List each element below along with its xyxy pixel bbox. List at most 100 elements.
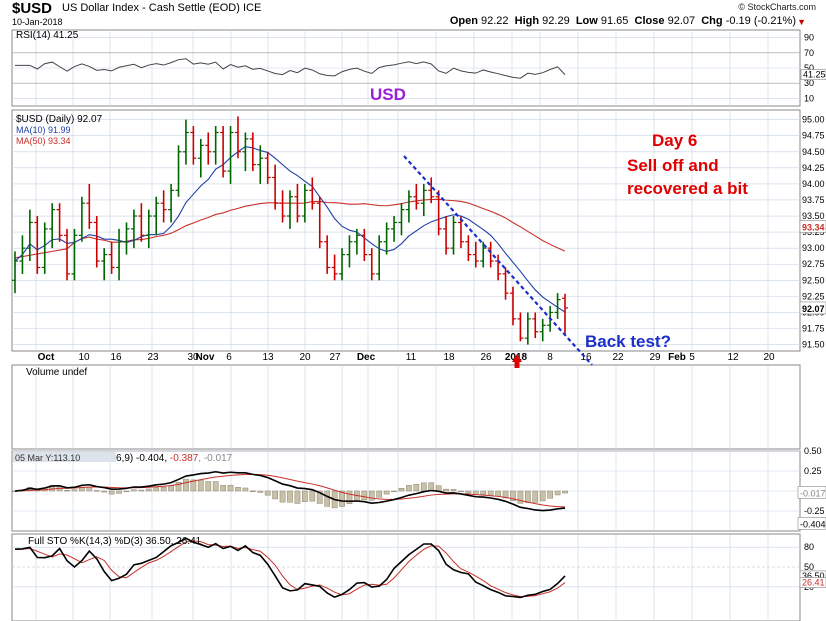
sto-tick-label: 80 xyxy=(804,542,814,552)
price-tick-label: 91.50 xyxy=(802,340,825,350)
macd-line xyxy=(14,470,566,512)
macd-histogram-bar xyxy=(539,490,546,502)
open-label: Open xyxy=(449,15,478,27)
macd-histogram-bar xyxy=(532,490,539,503)
x-tick-label: 18 xyxy=(443,352,455,363)
macd-histogram-bar xyxy=(554,490,561,496)
macd-histogram-bar xyxy=(175,481,182,492)
x-tick-label: 11 xyxy=(406,352,417,363)
macd-value-tag: -0.404 xyxy=(800,519,826,529)
macd-histogram-bar xyxy=(145,488,152,492)
x-tick-label: 10 xyxy=(78,352,90,363)
x-tick-label: Nov xyxy=(196,352,215,363)
macd-histogram-bar xyxy=(160,486,167,492)
price-tick-label: 94.75 xyxy=(802,131,825,141)
macd-histogram-bar xyxy=(376,490,383,498)
macd-histogram-bar xyxy=(287,490,293,503)
ohlc-readout: Open 92.22 High 92.29 Low 91.65 Close 92… xyxy=(450,15,796,27)
last-price-tag-bg xyxy=(799,301,826,315)
macd-histogram-bar xyxy=(517,490,524,504)
macd-histogram-bar xyxy=(242,487,249,492)
low-value: 91.65 xyxy=(600,15,629,27)
macd-hist-tag: -0.017 xyxy=(800,488,826,498)
macd-histogram-bar xyxy=(272,490,278,500)
macd-histogram-bar xyxy=(212,481,219,492)
x-axis-labels: Oct10162330Nov6132027Dec1118262018816222… xyxy=(38,352,775,363)
x-tick-label: 8 xyxy=(547,352,553,363)
macd-tooltip: 05 Mar Y:113.10 xyxy=(15,453,80,463)
volume-legend: Volume undef xyxy=(26,367,87,378)
chart-header: $USD US Dollar Index - Cash Settle (EOD)… xyxy=(0,0,826,30)
macd-series xyxy=(12,470,568,512)
sto-d-line xyxy=(14,540,566,598)
price-tick-label: 93.00 xyxy=(802,243,825,253)
sto-legend: Full STO %K(14,3) %D(3) 36.50, 26.41 xyxy=(28,536,202,547)
price-tick-label: 94.25 xyxy=(802,163,825,173)
price-legend-symbol: $USD (Daily) 92.07 xyxy=(16,114,103,125)
macd-histogram-bar xyxy=(450,489,457,492)
stochastic-series xyxy=(14,537,566,599)
sto-d-tag: 26.41 xyxy=(802,578,825,588)
selloff-annotation-1: Sell off and xyxy=(627,156,719,175)
macd-histogram-bar xyxy=(510,490,516,501)
volume-panel-frame xyxy=(11,364,801,450)
macd-histogram-bar xyxy=(64,490,70,492)
macd-histogram-bar xyxy=(458,490,464,493)
macd-histogram-bar xyxy=(524,490,531,503)
rsi-tick-label: 90 xyxy=(804,33,814,43)
price-tick-label: 95.00 xyxy=(802,115,825,125)
instrument-name: US Dollar Index - Cash Settle (EOD) ICE xyxy=(62,2,261,14)
gridlines xyxy=(12,30,800,621)
price-tick-label: 92.50 xyxy=(802,275,825,285)
macd-histogram-bar xyxy=(391,490,397,493)
macd-histogram-bar xyxy=(153,487,160,492)
downtrend-line xyxy=(403,155,593,366)
macd-histogram-bar xyxy=(168,485,174,492)
macd-histogram-bar xyxy=(264,490,271,496)
high-value: 92.29 xyxy=(542,15,570,27)
x-tick-label: 20 xyxy=(299,352,311,363)
instrument-name-text: US Dollar Index - Cash Settle (EOD) xyxy=(62,2,240,14)
macd-histogram-bar xyxy=(86,486,93,492)
rsi-tick-label: 10 xyxy=(804,93,814,103)
macd-histogram-bar xyxy=(183,478,189,492)
rsi-tick-label: 50 xyxy=(804,63,814,73)
x-tick-label: 23 xyxy=(147,352,159,363)
rsi-line xyxy=(15,58,566,79)
macd-tick-label: 0.50 xyxy=(804,446,822,456)
rsi-tick-label: 30 xyxy=(804,78,814,88)
chg-value: -0.19 (-0.21%) xyxy=(725,15,796,27)
macd-histogram-bar xyxy=(138,489,145,492)
x-tick-label: 26 xyxy=(480,352,492,363)
macd-histogram-bar xyxy=(294,490,301,504)
macd-histogram-bar xyxy=(413,484,420,492)
macd-histogram-bar xyxy=(316,490,323,504)
macd-value-tag-bg xyxy=(797,517,826,530)
macd-histogram-bar xyxy=(205,481,212,492)
day6-annotation: Day 6 xyxy=(652,131,698,150)
x-tick-label: Dec xyxy=(357,352,376,363)
x-tick-label: 22 xyxy=(612,352,624,363)
macd-tick-label: -0.25 xyxy=(804,506,825,516)
red-arrow-stem xyxy=(514,360,520,368)
rsi-value-label: 41.25 xyxy=(803,70,826,80)
macd-histogram-bar xyxy=(197,479,204,492)
macd-histogram-bar xyxy=(71,489,78,492)
rsi-value-tag xyxy=(800,69,826,80)
price-tick-label: 93.50 xyxy=(802,211,825,221)
x-tick-label: Oct xyxy=(38,352,55,363)
macd-histogram-bar xyxy=(487,490,494,496)
copyright-label: © StockCharts.com xyxy=(738,2,816,12)
macd-histogram-bar xyxy=(235,487,241,492)
close-label: Close xyxy=(634,15,665,27)
macd-histogram-bar xyxy=(101,490,108,493)
price-tick-label: 94.00 xyxy=(802,179,825,189)
x-tick-label: 13 xyxy=(262,352,274,363)
macd-histogram-bar xyxy=(383,490,390,495)
macd-histogram-bar xyxy=(93,490,100,492)
price-tick-label: 94.50 xyxy=(802,147,825,157)
price-tick-label: 91.75 xyxy=(802,324,825,334)
macd-histogram-bar xyxy=(443,488,449,492)
high-label: High xyxy=(514,15,540,27)
